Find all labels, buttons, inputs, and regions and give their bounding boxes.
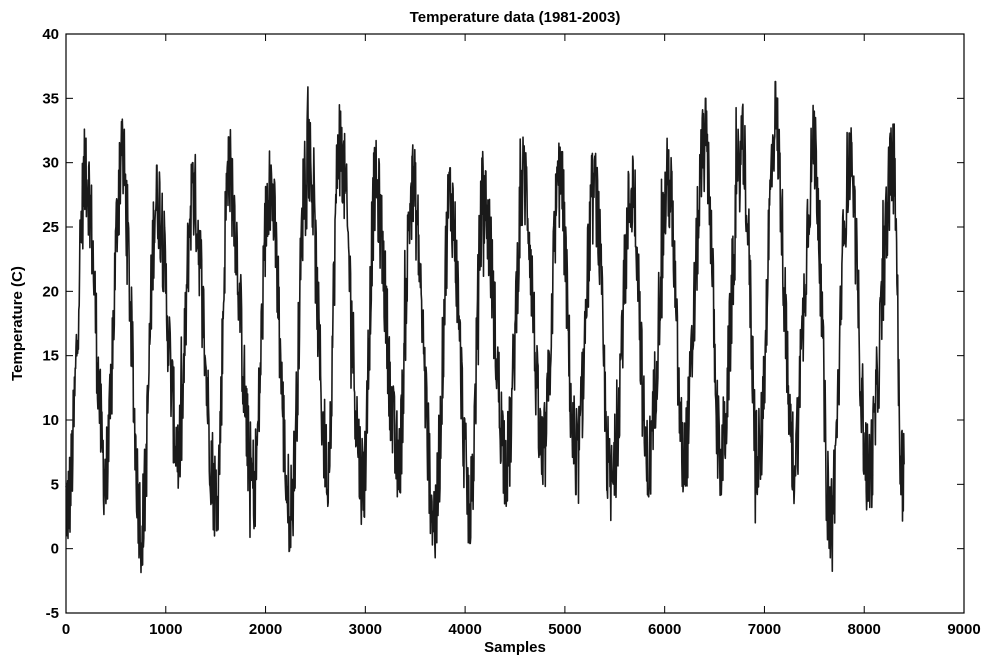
y-tick-label: 15 [42,348,59,365]
y-tick-label: 30 [42,155,59,172]
y-tick-label: 20 [42,283,59,300]
x-tick-label: 7000 [748,621,781,638]
y-tick-label: 40 [42,26,59,43]
y-tick-label: 10 [42,412,59,429]
chart-title: Temperature data (1981-2003) [410,9,621,26]
x-tick-label: 6000 [648,621,681,638]
x-tick-label: 1000 [149,621,182,638]
x-tick-label: 5000 [548,621,581,638]
y-tick-label: -5 [46,605,59,622]
y-axis-label: Temperature (C) [9,266,26,381]
x-tick-label: 0 [62,621,70,638]
y-tick-label: 5 [51,476,59,493]
x-tick-label: 8000 [848,621,881,638]
x-tick-label: 2000 [249,621,282,638]
y-tick-label: 25 [42,219,59,236]
x-tick-label: 9000 [947,621,980,638]
axis-tick-labels: 0 1000 2000 3000 4000 5000 6000 7000 8000 9000-50… [42,26,980,638]
x-axis-label: Samples [484,639,546,656]
y-tick-label: 35 [42,90,59,107]
axis-ticks [65,33,965,614]
x-tick-label: 4000 [448,621,481,638]
series-temperature-line [65,80,905,574]
x-tick-label: 3000 [349,621,382,638]
y-tick-label: 0 [51,541,59,558]
